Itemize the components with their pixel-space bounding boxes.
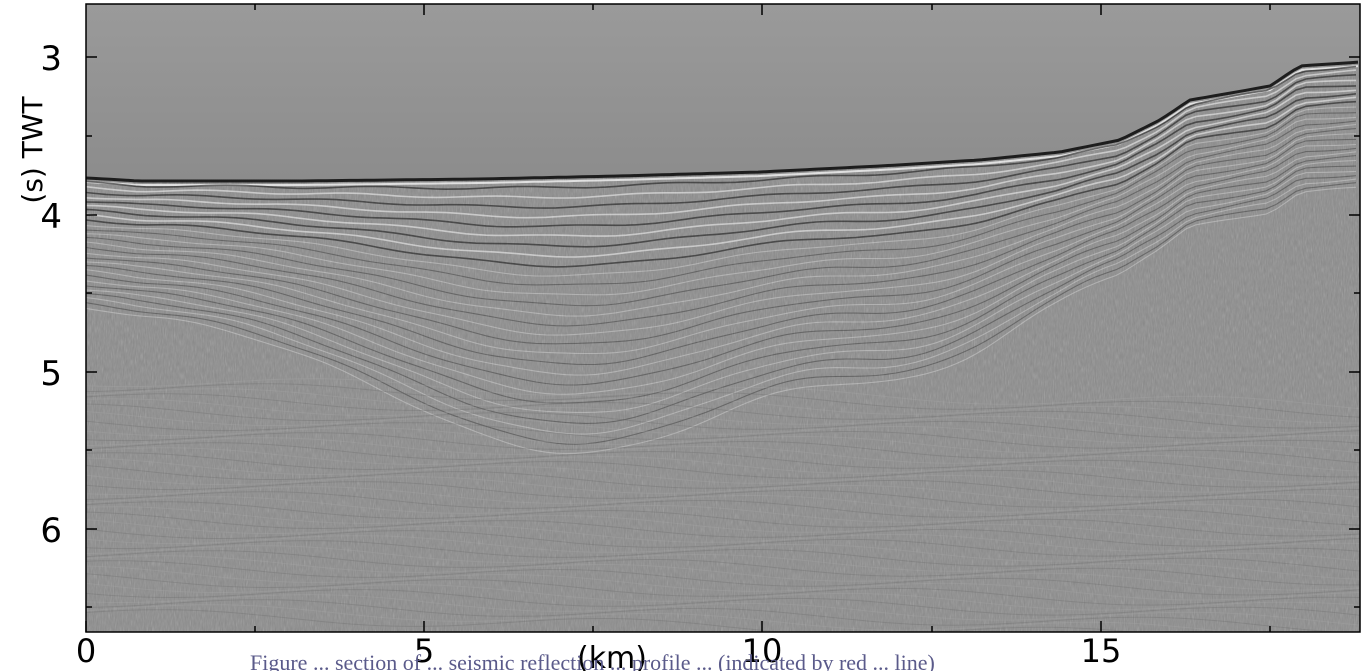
reflector-line [86,116,1357,296]
seismic-section [86,4,1360,632]
reflector-line [86,427,1360,454]
x-tick-label: 15 [1081,632,1122,670]
reflector-line [86,378,1360,410]
reflector-line [86,501,1360,537]
reflector-line [86,155,1357,386]
reflector-line [86,550,1360,586]
reflector-line [86,442,1360,478]
water-column [86,4,1360,181]
reflector-line [86,403,1360,439]
reflector-line [86,589,1360,616]
reflector-line [86,565,1360,601]
y-tick-label: 5 [40,354,62,394]
reflector-line [86,609,1138,632]
reflector-line [86,106,1357,277]
reflector-line [86,573,1360,606]
reflector-line [86,182,1357,445]
reflector-line [86,65,1357,191]
reflector-line [86,457,1360,493]
reflector-line [86,447,1360,483]
reflector-line [86,411,1360,444]
reflector-line [86,93,1357,248]
reflector-line [86,506,1360,542]
reflector-line [86,432,1360,464]
reflector-line [86,519,1360,552]
reflector-line [86,474,1360,503]
reflector-line [86,599,1343,632]
reflector-line [86,138,1357,345]
reflector-line [86,151,1357,376]
x-axis-ticks [85,4,1271,632]
reflector-line [86,383,1360,418]
reflector-line [86,60,1359,183]
reflector-line [86,133,1357,336]
y-axis-ticks [86,56,1360,608]
reflector-line [86,112,1357,286]
x-axis-label: (km) [577,641,647,671]
reflector-line [86,120,1357,307]
reflector-line [86,159,1357,395]
x-tick-label: 0 [76,632,96,670]
reflector-line [86,496,1360,532]
reflector-line [86,89,1357,237]
reflector-line [86,69,1357,199]
reflector-line [86,604,1236,632]
reflector-line [86,437,1360,472]
reflector-line [86,535,1360,562]
reflector-line [86,186,1357,455]
reflector-line [86,486,1360,518]
x-tick-label: 5 [414,632,434,670]
reflector-line [86,560,1360,596]
reflector-line [86,465,1360,498]
reflector-line [86,555,1360,591]
reflector-line [86,398,1360,434]
reflector-line [86,178,1357,435]
reflector-line [86,170,1357,413]
reflector-line [86,420,1360,449]
reflector-line [86,65,1359,186]
reflector-line [86,85,1357,228]
y-tick-label: 3 [40,39,62,79]
reflector-line [86,528,1360,557]
reflector-line [86,388,1360,424]
y-axis-label: (s) TWT [16,95,49,203]
reflector-line [86,491,1360,526]
reflector-line [86,79,1357,219]
reflector-line [86,175,1357,424]
reflector-line [86,128,1357,327]
reflector-line [86,452,1360,488]
reflector-line [86,143,1357,355]
reflector-line [86,540,1360,572]
reflector-line [86,96,1357,258]
y-tick-label: 4 [40,197,62,237]
reflector-line [86,123,1357,317]
reflectors [86,60,1360,632]
reflector-line [86,74,1357,209]
figure-caption-fragment: Figure ... section of ... seismic reflec… [250,650,935,671]
reflector-line [86,147,1357,366]
x-tick-label: 10 [742,632,783,670]
y-tick-label: 6 [40,511,62,551]
reflector-line [86,165,1357,404]
reflector-line [86,393,1360,429]
plot-frame [85,3,1361,633]
reflector-line [86,582,1360,611]
reflector-line [86,481,1360,508]
reflector-line [86,594,1360,626]
reflector-line [86,545,1360,580]
reflector-line [86,511,1360,547]
reflector-line [86,100,1357,268]
